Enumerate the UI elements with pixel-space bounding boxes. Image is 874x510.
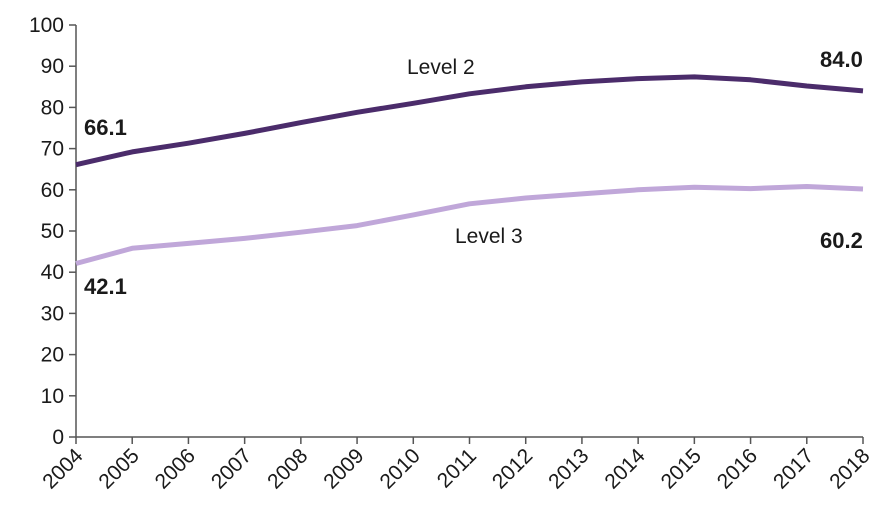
x-axis: 2004 2005 2006 2007 2008 2009 2010 2011 2012 2013…	[38, 436, 874, 494]
data-label-level-3-start: 42.1	[84, 274, 127, 299]
series-layer	[75, 74, 864, 266]
y-tick-label: 0	[52, 426, 64, 449]
x-tick-label: 2004	[38, 444, 88, 494]
y-tick-label: 70	[41, 138, 64, 161]
x-tick-label: 2012	[488, 444, 537, 493]
y-tick-label: 80	[41, 96, 64, 119]
data-label-level-3-end: 60.2	[820, 228, 863, 253]
y-tick-label: 50	[41, 220, 64, 243]
y-tick-label: 30	[41, 302, 64, 325]
series-label-level-3: Level 3	[455, 225, 523, 248]
series-line-level-3	[75, 184, 864, 266]
x-tick-label: 2007	[207, 444, 256, 493]
x-tick-label: 2015	[657, 444, 706, 493]
x-tick-label: 2011	[433, 444, 481, 492]
x-tick-label: 2016	[713, 444, 762, 493]
x-tick-label: 2013	[544, 444, 593, 493]
y-tick-label: 20	[41, 344, 64, 367]
x-tick-label: 2010	[376, 444, 425, 493]
y-tick-label: 10	[41, 385, 64, 408]
y-tick-label: 100	[29, 14, 64, 37]
x-tick-label: 2006	[151, 444, 200, 493]
x-tick-label: 2005	[94, 444, 143, 493]
x-tick-label: 2008	[263, 444, 312, 493]
data-label-level-2-start: 66.1	[84, 115, 127, 140]
x-tick-label: 2014	[600, 444, 650, 494]
y-tick-label: 40	[41, 261, 64, 284]
x-tick-label: 2017	[769, 444, 818, 493]
x-tick-label: 2009	[319, 444, 368, 493]
y-axis: 0 10 20 30 40 50 60 70 80 90 100	[29, 14, 77, 449]
data-label-level-2-end: 84.0	[820, 47, 863, 72]
y-tick-label: 60	[41, 179, 64, 202]
series-label-level-2: Level 2	[407, 56, 475, 79]
y-tick-label: 90	[41, 55, 64, 78]
series-line-level-2	[75, 74, 864, 168]
x-tick-label: 2018	[825, 444, 874, 493]
